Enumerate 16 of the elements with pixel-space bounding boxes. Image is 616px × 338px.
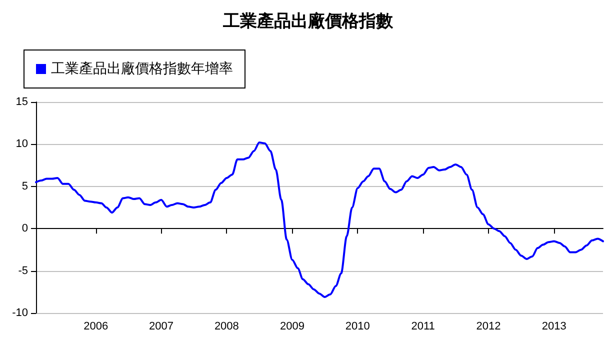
y-tick-label: 10 bbox=[16, 138, 28, 150]
x-tick-label: 2010 bbox=[345, 320, 370, 332]
x-tick-label: 2007 bbox=[149, 320, 174, 332]
x-tick-label: 2008 bbox=[214, 320, 239, 332]
x-tick-label: 2012 bbox=[476, 320, 501, 332]
y-tick-label: 15 bbox=[16, 96, 28, 108]
x-tick-label: 2011 bbox=[411, 320, 435, 332]
y-tick-label: -10 bbox=[12, 307, 28, 319]
x-tick-label: 2009 bbox=[280, 320, 305, 332]
y-tick-label: -5 bbox=[18, 264, 28, 277]
chart-title: 工業產品出廠價格指數 bbox=[222, 12, 394, 32]
legend-label: 工業產品出廠價格指數年增率 bbox=[51, 61, 233, 77]
y-tick-label: 5 bbox=[22, 180, 28, 192]
x-tick-label: 2006 bbox=[84, 320, 108, 332]
x-tick-label: 2013 bbox=[542, 320, 566, 332]
y-tick-label: 0 bbox=[22, 222, 28, 235]
